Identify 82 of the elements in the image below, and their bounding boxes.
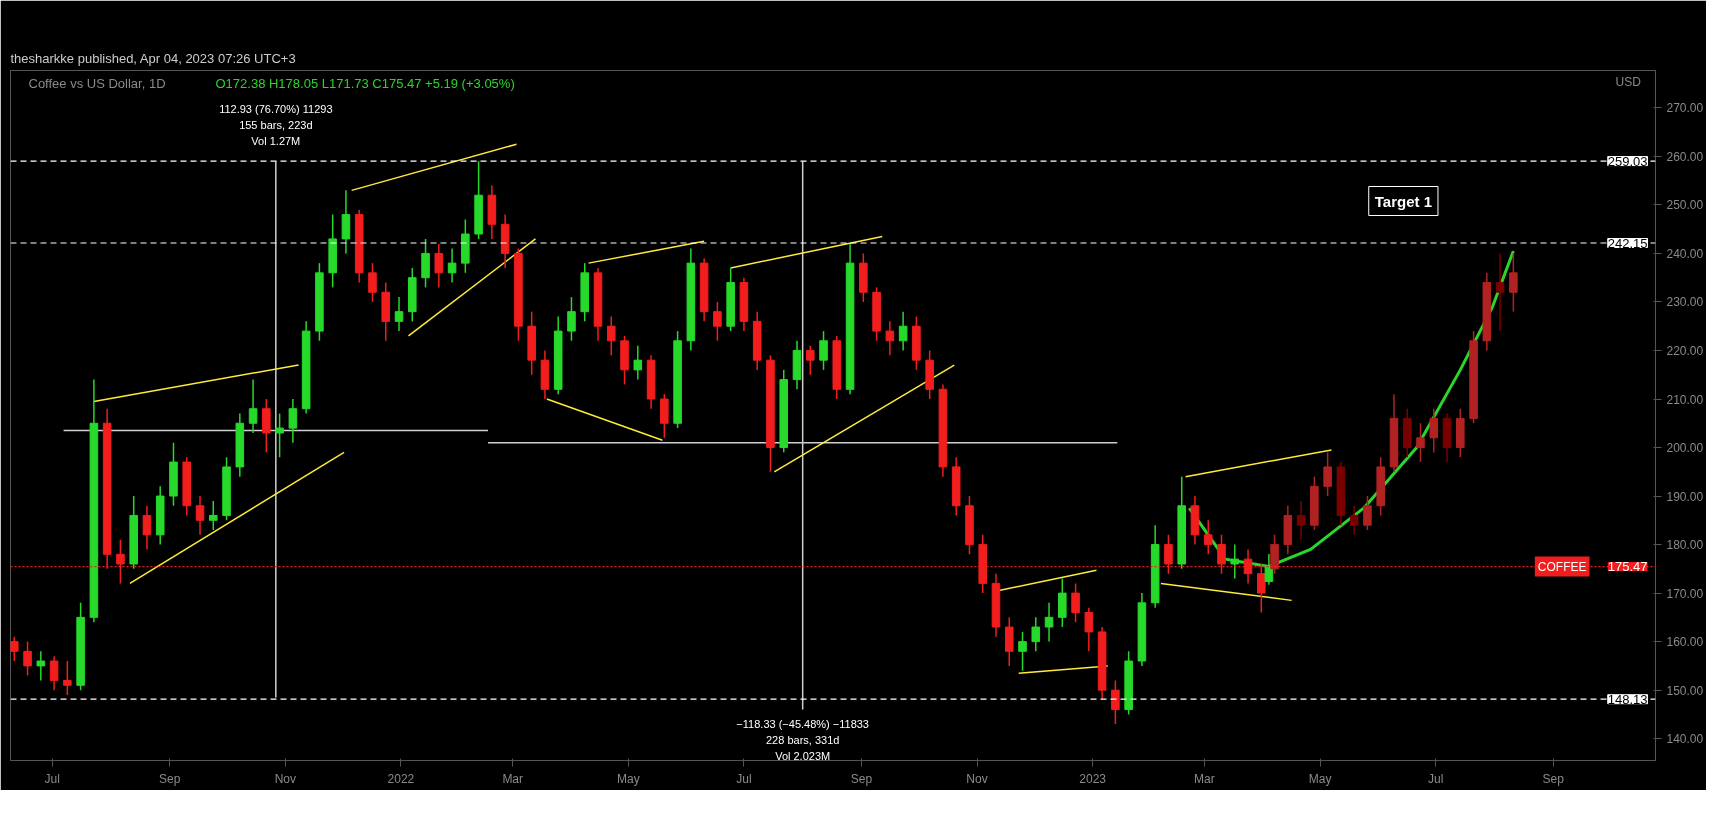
candlestick bbox=[208, 500, 218, 531]
candlestick bbox=[1363, 495, 1372, 531]
candlestick bbox=[447, 247, 457, 284]
candlestick bbox=[898, 310, 908, 352]
x-tick-label: May bbox=[1308, 771, 1332, 786]
y-tick-label: 150.00 bbox=[1666, 683, 1704, 698]
annotation: Vol 1.27M bbox=[251, 135, 301, 148]
x-tick-label: Sep bbox=[850, 771, 873, 786]
candlestick bbox=[368, 262, 377, 303]
candlestick bbox=[805, 344, 815, 376]
candlestick bbox=[713, 301, 722, 342]
candlestick bbox=[819, 330, 828, 371]
y-tick-label: 180.00 bbox=[1666, 538, 1704, 553]
annotation: COFFEE bbox=[1537, 559, 1587, 574]
y-tick-label: 220.00 bbox=[1666, 343, 1704, 358]
y-tick-label: 140.00 bbox=[1666, 732, 1704, 747]
text: thesharkke published, Apr 04, 2023 07:26 UTC+3 bbox=[10, 50, 296, 66]
y-tick-label: 230.00 bbox=[1666, 295, 1704, 310]
candlestick bbox=[275, 412, 284, 458]
x-tick-label: Mar bbox=[1194, 771, 1215, 786]
annotation: Vol 2.023M bbox=[775, 749, 831, 762]
y-tick-label: 160.00 bbox=[1666, 635, 1704, 650]
x-tick-label: 2023 bbox=[1079, 771, 1107, 786]
y-tick-label: 190.00 bbox=[1666, 489, 1704, 504]
x-tick-label: Sep bbox=[1542, 771, 1565, 786]
x-tick-label: Mar bbox=[502, 771, 524, 786]
ref-line-label: 148.13 bbox=[1607, 691, 1648, 707]
chart-subtitle: O172.38 H178.05 L171.73 C175.47 +5.19 (+3.05%) bbox=[215, 75, 515, 91]
candlestick bbox=[10, 636, 19, 662]
candlestick bbox=[142, 505, 152, 551]
candlestick bbox=[1084, 606, 1094, 653]
annotation: Target 1 bbox=[1374, 192, 1432, 210]
candlestick bbox=[434, 242, 444, 289]
candlestick bbox=[63, 660, 72, 696]
annotation: 112.93 (76.70%) 11293 bbox=[219, 103, 333, 116]
x-tick-label: Jul bbox=[736, 771, 752, 786]
y-tick-label: 240.00 bbox=[1666, 246, 1704, 261]
candlestick bbox=[1044, 602, 1054, 643]
candlestick bbox=[49, 655, 59, 691]
ref-line-label: 175.47 bbox=[1607, 559, 1648, 575]
candlestick bbox=[633, 344, 643, 381]
candlestick bbox=[1495, 252, 1505, 332]
candlestick bbox=[1111, 679, 1120, 725]
candlestick bbox=[288, 398, 298, 444]
ref-line-label: 242.15 bbox=[1607, 235, 1648, 251]
candlestick bbox=[36, 650, 46, 682]
y-tick-label: 260.00 bbox=[1666, 149, 1704, 164]
y-tick-label: 210.00 bbox=[1666, 392, 1704, 407]
candlestick bbox=[195, 495, 205, 536]
candlestick bbox=[394, 296, 404, 332]
candlestick bbox=[1296, 500, 1306, 541]
y-tick-label: 200.00 bbox=[1666, 441, 1704, 456]
candlestick bbox=[23, 640, 32, 677]
x-tick-label: Sep bbox=[159, 771, 181, 786]
candlestick bbox=[567, 296, 576, 342]
x-tick-label: Nov bbox=[274, 771, 296, 786]
annotation: −118.33 (−45.48%) −11833 bbox=[736, 717, 869, 730]
ref-line-label: 259.03 bbox=[1607, 153, 1648, 169]
y-tick-label: 170.00 bbox=[1666, 586, 1704, 601]
y-tick-label: 250.00 bbox=[1666, 198, 1704, 213]
x-tick-label: Nov bbox=[966, 771, 988, 786]
annotation: 228 bars, 331d bbox=[765, 733, 840, 746]
x-tick-label: Jul bbox=[1427, 771, 1444, 786]
candlestick bbox=[1031, 616, 1041, 653]
candlestick bbox=[606, 315, 616, 357]
candlestick bbox=[1509, 252, 1518, 313]
candlestick bbox=[1323, 451, 1332, 497]
x-tick-label: 2022 bbox=[387, 771, 415, 786]
x-tick-label: May bbox=[616, 771, 640, 786]
candlestick bbox=[1071, 582, 1080, 623]
candlestick bbox=[1349, 505, 1359, 536]
y-tick-label: 270.00 bbox=[1666, 101, 1704, 116]
candlestick bbox=[1429, 407, 1439, 454]
chart-title: Coffee vs US Dollar, 1D bbox=[28, 75, 166, 91]
x-tick-label: Jul bbox=[44, 771, 60, 786]
y-axis-title: USD bbox=[1615, 74, 1642, 89]
candlestick bbox=[1416, 422, 1425, 463]
candlestick bbox=[885, 320, 895, 357]
candlestick bbox=[1203, 519, 1213, 556]
candlestick bbox=[1018, 631, 1027, 672]
candlestick bbox=[248, 378, 258, 434]
annotation: 155 bars, 223d bbox=[239, 119, 313, 132]
